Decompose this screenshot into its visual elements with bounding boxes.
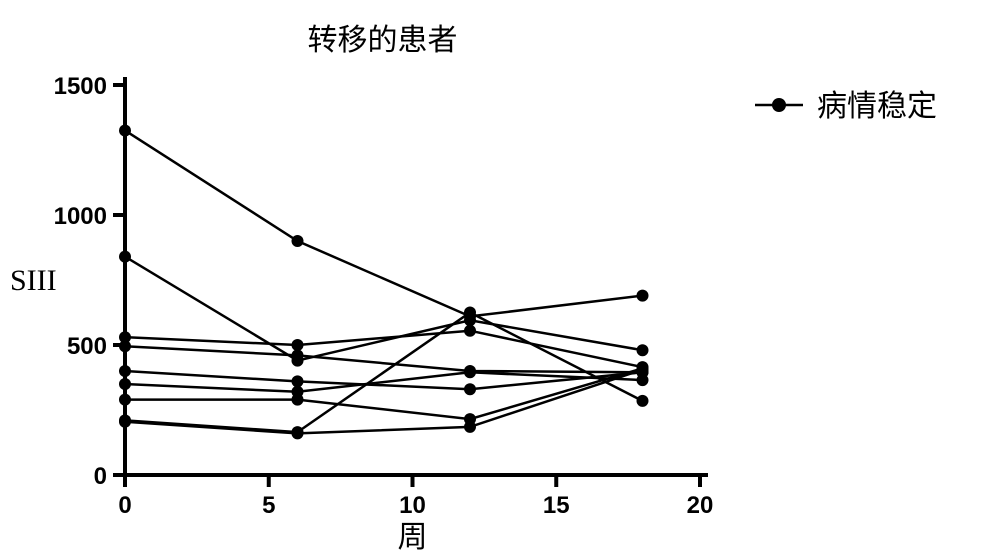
data-point bbox=[292, 375, 304, 387]
data-point bbox=[637, 364, 649, 376]
data-point bbox=[119, 251, 131, 263]
y-tick-label: 500 bbox=[67, 333, 107, 360]
data-point bbox=[119, 125, 131, 137]
x-tick-label: 20 bbox=[687, 492, 714, 519]
data-point bbox=[637, 290, 649, 302]
y-tick-label: 1500 bbox=[54, 73, 107, 100]
x-tick-label: 10 bbox=[399, 492, 426, 519]
data-point bbox=[292, 427, 304, 439]
x-tick-label: 0 bbox=[118, 492, 131, 519]
y-tick-label: 0 bbox=[94, 463, 107, 490]
legend-marker-icon bbox=[772, 98, 786, 112]
x-axis-label: 周 bbox=[398, 521, 428, 554]
data-point bbox=[637, 344, 649, 356]
x-tick-label: 15 bbox=[543, 492, 570, 519]
data-point bbox=[464, 366, 476, 378]
data-point bbox=[292, 339, 304, 351]
data-point bbox=[119, 340, 131, 352]
data-point bbox=[464, 325, 476, 337]
data-point bbox=[464, 383, 476, 395]
chart-container: 转移的患者 0 500 1000 1500 0 5 10 15 20 SIII 周 病情稳定 bbox=[0, 0, 1000, 557]
data-point bbox=[119, 365, 131, 377]
y-tick-label: 1000 bbox=[54, 203, 107, 230]
data-point bbox=[292, 235, 304, 247]
data-point bbox=[119, 394, 131, 406]
data-point bbox=[637, 395, 649, 407]
line-chart: 转移的患者 0 500 1000 1500 0 5 10 15 20 SIII 周 病情稳定 bbox=[0, 0, 1000, 557]
data-point bbox=[637, 374, 649, 386]
chart-title: 转移的患者 bbox=[308, 24, 458, 57]
y-axis-label: SIII bbox=[10, 264, 57, 297]
data-point bbox=[464, 421, 476, 433]
x-tick-label: 5 bbox=[262, 492, 275, 519]
data-point bbox=[119, 416, 131, 428]
data-point bbox=[292, 349, 304, 361]
data-point bbox=[464, 307, 476, 319]
legend-label: 病情稳定 bbox=[817, 90, 937, 123]
data-point bbox=[119, 378, 131, 390]
data-point bbox=[292, 394, 304, 406]
